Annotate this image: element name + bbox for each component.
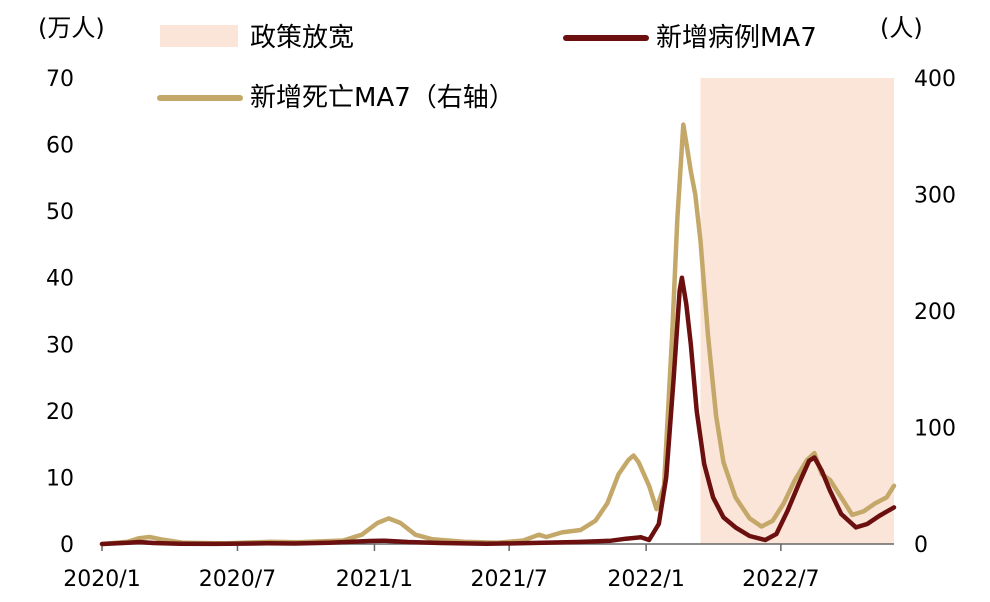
legend-policy-label: 政策放宽: [250, 23, 354, 53]
right-tick-label-100: 100: [914, 417, 956, 442]
x-tick-label-2: 2021/1: [336, 567, 413, 592]
left-tick-label-30: 30: [46, 333, 74, 358]
left-tick-label-0: 0: [60, 533, 74, 558]
series-lines: [99, 122, 897, 547]
x-tick-label-1: 2020/7: [199, 567, 276, 592]
x-tick-label-4: 2022/1: [607, 567, 684, 592]
right-tick-label-200: 200: [914, 300, 956, 325]
legend-policy-swatch: [160, 25, 238, 47]
left-tick-label-70: 70: [46, 67, 74, 92]
policy-period-band: [700, 78, 894, 544]
deaths-ma7-line: [99, 122, 897, 547]
x-tick-label-0: 2020/1: [63, 567, 140, 592]
x-tick-label-3: 2021/7: [470, 567, 547, 592]
right-tick-label-400: 400: [914, 67, 956, 92]
legend-deaths-label: 新增死亡MA7（右轴）: [250, 83, 515, 113]
cases-ma7-line: [99, 275, 897, 547]
right-tick-label-0: 0: [914, 533, 928, 558]
left-tick-label-50: 50: [46, 200, 74, 225]
right-axis-unit: (人): [880, 14, 923, 42]
left-axis-unit: (万人): [38, 14, 105, 42]
legend: 政策放宽 新增病例MA7 新增死亡MA7（右轴）: [157, 23, 817, 113]
x-tick-label-5: 2022/7: [742, 567, 819, 592]
left-tick-label-20: 20: [46, 400, 74, 425]
left-tick-label-10: 10: [46, 466, 74, 491]
left-tick-label-40: 40: [46, 267, 74, 292]
left-tick-label-60: 60: [46, 134, 74, 159]
right-tick-label-300: 300: [914, 184, 956, 209]
legend-cases-label: 新增病例MA7: [656, 23, 817, 53]
tick-labels: 0 10 20 30 40 50 60 70 0 100 200 300 400 2020/1 2020/7…: [46, 67, 956, 592]
